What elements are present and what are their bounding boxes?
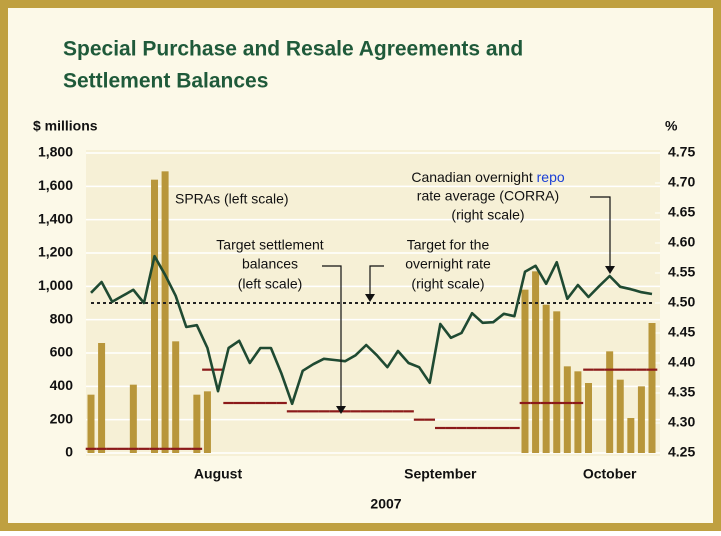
chart-title: Special Purchase and Resale Agreements a… (63, 38, 523, 61)
y-tick-label: 1,400 (38, 210, 73, 226)
arrows (322, 196, 611, 408)
annotation: rate average (CORRA) (417, 188, 559, 204)
y-tick-label: 1,000 (38, 277, 73, 293)
annotation: balances (242, 256, 298, 272)
bar (161, 171, 169, 454)
y2-tick-label: 4.25 (668, 444, 695, 460)
annotation: overnight rate (405, 256, 491, 272)
bar (648, 323, 656, 453)
y2-tick-label: 4.35 (668, 384, 695, 400)
arrow (322, 265, 342, 408)
annotation: Target settlement (216, 237, 323, 253)
link[interactable]: repo (537, 169, 565, 185)
annotation: Canadian overnight repo (411, 169, 565, 185)
x-axis-label: 2007 (370, 496, 401, 512)
x-tick-label: August (194, 466, 243, 482)
y-tick-label: 800 (50, 310, 74, 326)
y2-tick-label: 4.50 (668, 294, 695, 310)
bar (521, 289, 529, 453)
annotations: SPRAs (left scale) Target settlement bal… (175, 169, 615, 414)
annotation: (left scale) (238, 276, 303, 292)
y-tick-label: 1,600 (38, 177, 73, 193)
y2-tick-label: 4.75 (668, 144, 695, 160)
arrow (590, 196, 611, 268)
bar (563, 366, 571, 453)
bar (627, 418, 635, 453)
y-tick-label: 1,200 (38, 244, 73, 260)
bar (606, 351, 614, 453)
bar (129, 384, 137, 453)
y-tick-label: 600 (50, 344, 74, 360)
bar (616, 379, 624, 453)
y2-tick-label: 4.40 (668, 354, 695, 370)
annotation: SPRAs (left scale) (175, 191, 289, 207)
bar (574, 371, 582, 453)
bar (584, 383, 592, 453)
bar (542, 304, 550, 453)
annotation: Target for the (407, 237, 490, 253)
arrowhead (605, 266, 615, 274)
bar (87, 394, 95, 453)
bar (193, 394, 201, 453)
bar (151, 179, 159, 453)
y-tick-label: 200 (50, 410, 74, 426)
y-tick-label: 1,800 (38, 144, 73, 160)
y2-tick-label: 4.30 (668, 414, 695, 430)
line (90, 254, 653, 406)
arrow (369, 265, 384, 296)
y2-tick-label: 4.70 (668, 174, 695, 190)
bar (637, 386, 645, 453)
x-tick-label: October (583, 466, 637, 482)
y-tick-label: 400 (50, 377, 74, 393)
bar (532, 271, 540, 453)
annotation: (right scale) (411, 276, 484, 292)
arrowhead (336, 406, 346, 414)
bar (172, 341, 180, 453)
y2-tick-label: 4.65 (668, 204, 695, 220)
bar (203, 391, 211, 453)
y-tick-label: 0 (65, 444, 73, 460)
annotation: (right scale) (451, 207, 524, 223)
annotation-text: Canadian overnight (411, 169, 536, 185)
x-tick-label: September (404, 466, 477, 482)
arrowhead (365, 294, 375, 302)
bar (553, 311, 561, 453)
chart-title: Settlement Balances (63, 70, 268, 93)
arrowheads (336, 266, 615, 414)
y2-tick-label: 4.60 (668, 234, 695, 250)
y-axis-label: $ millions (33, 118, 98, 134)
bar (98, 343, 106, 453)
y2-tick-label: 4.45 (668, 324, 695, 340)
y2-axis-label: % (665, 118, 678, 134)
y2-tick-label: 4.55 (668, 264, 695, 280)
